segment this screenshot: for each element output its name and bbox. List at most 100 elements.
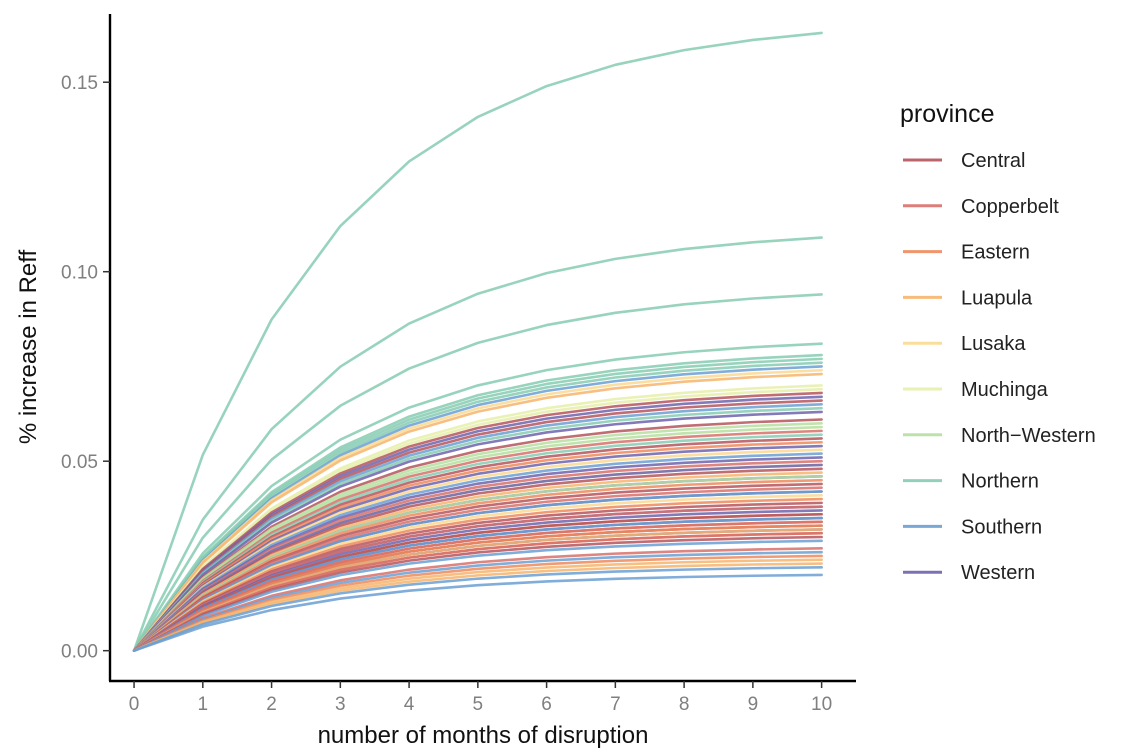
series-line-14 xyxy=(132,399,823,652)
series-layer xyxy=(132,31,823,652)
legend: province Central Copperbelt Eastern Luapula… xyxy=(900,100,1096,584)
series-line-21 xyxy=(132,429,823,652)
series-line-60 xyxy=(132,539,823,652)
y-tick-label-3: 0.15 xyxy=(61,73,98,94)
series-line-50 xyxy=(132,516,823,652)
x-tick-label-6: 6 xyxy=(541,694,552,715)
legend-item-eastern: Eastern xyxy=(903,242,1030,264)
series-line-11 xyxy=(132,387,823,652)
x-tick-label-2: 2 xyxy=(266,694,277,715)
series-line-66 xyxy=(132,566,823,652)
legend-item-muchinga: Muchinga xyxy=(903,379,1049,401)
x-tick-label-5: 5 xyxy=(473,694,484,715)
series-line-22 xyxy=(132,433,823,652)
series-line-56 xyxy=(132,528,823,652)
legend-label: Eastern xyxy=(961,242,1030,264)
legend-item-central: Central xyxy=(903,150,1025,172)
series-line-8 xyxy=(132,368,823,652)
series-line-58 xyxy=(132,531,823,652)
series-line-17 xyxy=(132,410,823,652)
y-axis-title: % increase in Reff xyxy=(15,250,42,445)
y-axis-ticks: 0.00 0.05 0.10 0.15 xyxy=(61,73,110,663)
x-tick-label-0: 0 xyxy=(129,694,140,715)
legend-label: Western xyxy=(961,562,1035,584)
legend-item-western: Western xyxy=(903,562,1035,584)
series-line-16 xyxy=(132,406,823,652)
series-line-43 xyxy=(132,501,823,652)
y-tick-label-0: 0.00 xyxy=(61,642,98,663)
series-line-45 xyxy=(132,505,823,652)
x-axis-ticks: 0 1 2 3 4 5 6 7 8 9 10 xyxy=(129,681,832,715)
series-line-13 xyxy=(132,395,823,652)
series-line-61 xyxy=(132,547,823,652)
x-tick-label-1: 1 xyxy=(198,694,209,715)
legend-label: North−Western xyxy=(961,425,1096,447)
series-line-12 xyxy=(132,391,823,652)
series-line-23 xyxy=(132,437,823,652)
series-line-48 xyxy=(132,512,823,652)
series-line-25 xyxy=(132,444,823,652)
series-line-41 xyxy=(132,493,823,652)
series-line-2 xyxy=(132,293,823,652)
legend-item-northern: Northern xyxy=(903,471,1039,493)
series-line-1 xyxy=(132,236,823,652)
series-line-26 xyxy=(132,448,823,652)
series-line-67 xyxy=(132,573,823,652)
series-line-10 xyxy=(132,384,823,652)
axes-layer xyxy=(108,14,856,683)
legend-label: Southern xyxy=(961,516,1042,538)
legend-item-lusaka: Lusaka xyxy=(903,333,1026,355)
series-line-35 xyxy=(132,475,823,652)
series-line-3 xyxy=(132,342,823,652)
y-tick-label-1: 0.05 xyxy=(61,452,98,473)
legend-label: Lusaka xyxy=(961,333,1026,355)
series-line-0 xyxy=(132,31,823,652)
series-line-15 xyxy=(132,403,823,652)
series-line-20 xyxy=(132,425,823,652)
series-line-42 xyxy=(132,497,823,652)
legend-items: Central Copperbelt Eastern Luapula Lusaka Muc… xyxy=(903,150,1096,584)
series-line-46 xyxy=(132,509,823,652)
legend-item-luapula: Luapula xyxy=(903,287,1033,309)
legend-title: province xyxy=(900,100,995,128)
series-line-29 xyxy=(132,459,823,652)
series-line-40 xyxy=(132,490,823,652)
x-tick-label-8: 8 xyxy=(679,694,690,715)
series-line-31 xyxy=(132,463,823,652)
series-line-24 xyxy=(132,440,823,652)
series-line-38 xyxy=(132,486,823,652)
series-line-28 xyxy=(132,456,823,652)
series-line-27 xyxy=(132,452,823,652)
x-axis-title: number of months of disruption xyxy=(318,722,649,749)
y-tick-label-2: 0.10 xyxy=(61,263,98,284)
series-line-19 xyxy=(132,421,823,652)
series-line-54 xyxy=(132,524,823,652)
x-tick-label-9: 9 xyxy=(748,694,759,715)
legend-label: Luapula xyxy=(961,287,1033,309)
legend-label: Northern xyxy=(961,471,1039,493)
x-tick-label-7: 7 xyxy=(610,694,621,715)
series-line-32 xyxy=(132,467,823,652)
legend-label: Copperbelt xyxy=(961,196,1059,218)
series-line-7 xyxy=(132,365,823,652)
series-line-37 xyxy=(132,482,823,652)
series-line-64 xyxy=(132,558,823,652)
series-line-65 xyxy=(132,562,823,652)
x-tick-label-10: 10 xyxy=(811,694,832,715)
legend-label: Central xyxy=(961,150,1025,172)
legend-label: Muchinga xyxy=(961,379,1049,401)
legend-item-copperbelt: Copperbelt xyxy=(903,196,1059,218)
series-line-18 xyxy=(132,418,823,652)
series-line-36 xyxy=(132,478,823,652)
series-line-59 xyxy=(132,535,823,652)
x-tick-label-3: 3 xyxy=(335,694,346,715)
series-line-62 xyxy=(132,550,823,652)
series-line-33 xyxy=(132,471,823,652)
series-line-9 xyxy=(132,372,823,652)
legend-item-southern: Southern xyxy=(903,516,1042,538)
series-line-52 xyxy=(132,520,823,652)
x-tick-label-4: 4 xyxy=(404,694,415,715)
series-line-63 xyxy=(132,554,823,652)
